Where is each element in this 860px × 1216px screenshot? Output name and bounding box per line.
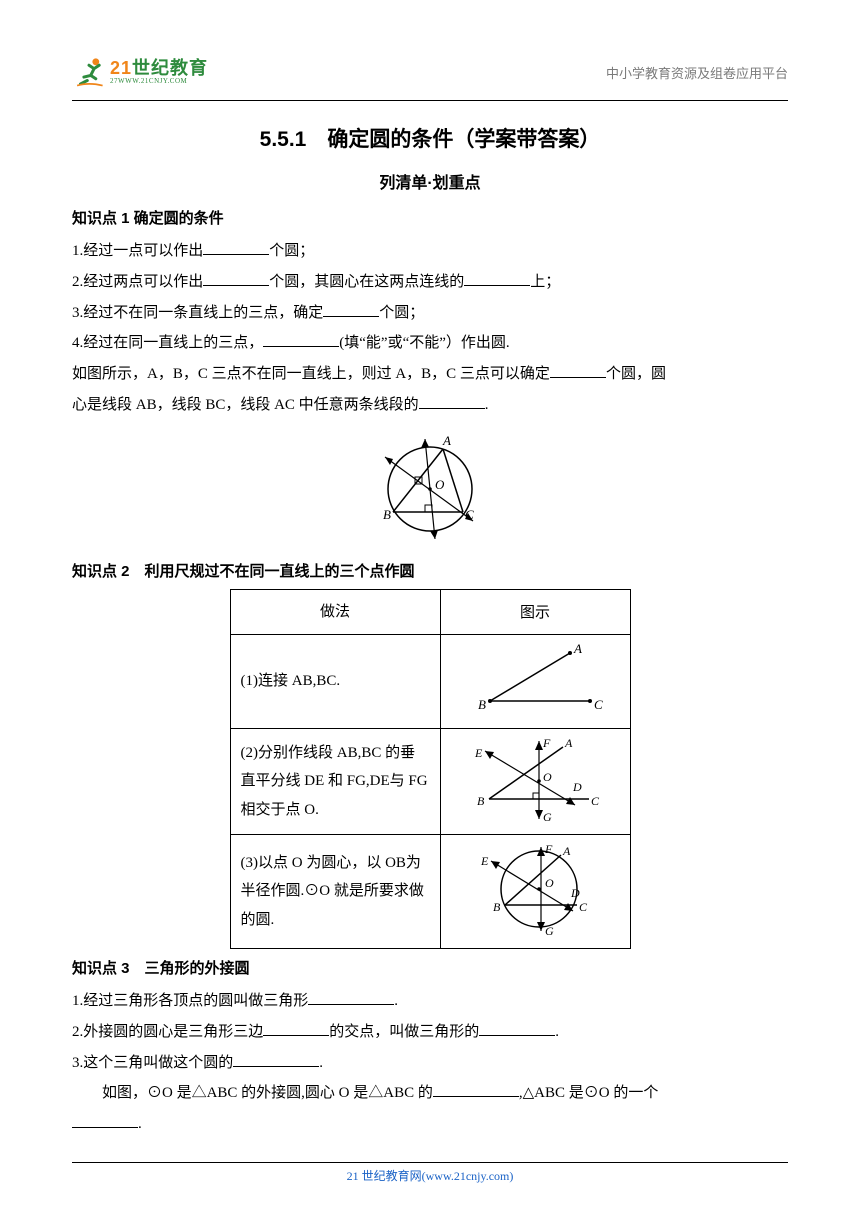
kp3-line4: 如图，⊙O 是△ABC 的外接圆,圆心 O 是△ABC 的 ,△ABC 是⊙O 的… xyxy=(72,1078,788,1109)
kp2-r2-fig: A B C E D F G O xyxy=(440,729,630,835)
blank xyxy=(419,394,485,409)
svg-text:A: A xyxy=(573,641,582,656)
blank xyxy=(72,1113,138,1128)
kp1-l4b: (填“能”或“不能”）作出圆. xyxy=(339,335,509,351)
header-divider xyxy=(72,100,788,101)
page-header: 21世纪教育 27WWW.21CNJY.COM 中小学教育资源及组卷应用平台 xyxy=(72,48,788,96)
kp3-l1a: 1.经过三角形各顶点的圆叫做三角形 xyxy=(72,993,308,1009)
kp1-l1a: 1.经过一点可以作出 xyxy=(72,243,203,259)
blank xyxy=(263,332,339,347)
svg-text:C: C xyxy=(579,900,588,914)
kp3-l2a: 2.外接圆的圆心是三角形三边 xyxy=(72,1024,263,1040)
blank xyxy=(464,271,530,286)
svg-text:O: O xyxy=(543,770,552,784)
kp2-r1-text: (1)连接 AB,BC. xyxy=(230,635,440,729)
blank xyxy=(203,271,269,286)
svg-text:D: D xyxy=(572,780,582,794)
logo-21: 21 xyxy=(110,58,132,78)
kp1-line3: 3.经过不在同一条直线上的三点，确定 个圆； xyxy=(72,298,788,329)
kp2-heading: 知识点 2 利用尺规过不在同一直线上的三个点作圆 xyxy=(72,560,788,581)
logo-main-text: 世纪教育 xyxy=(132,58,208,78)
blank xyxy=(479,1021,555,1036)
blank xyxy=(433,1082,519,1097)
document-subtitle: 列清单·划重点 xyxy=(72,169,788,193)
kp3-l3b: . xyxy=(319,1055,323,1071)
blank xyxy=(323,302,379,317)
svg-text:C: C xyxy=(591,794,600,808)
svg-text:E: E xyxy=(480,854,489,868)
kp1-l5b: 个圆，圆 xyxy=(606,366,666,382)
kp2-r2-text: (2)分别作线段 AB,BC 的垂直平分线 DE 和 FG,DE与 FG 相交于… xyxy=(230,729,440,835)
footer-text: 21 世纪教育网(www.21cnjy.com) xyxy=(72,1167,788,1184)
blank xyxy=(550,363,606,378)
svg-text:G: G xyxy=(543,810,552,824)
kp3-l2b: 的交点，叫做三角形的 xyxy=(329,1024,479,1040)
kp2-r3-text: (3)以点 O 为圆心，以 OB为半径作圆.⊙O 就是所要求做的圆. xyxy=(230,835,440,949)
kp1-l6b: . xyxy=(485,397,489,413)
kp1-heading: 知识点 1 确定圆的条件 xyxy=(72,207,788,228)
kp3-line3: 3.这个三角叫做这个圆的. xyxy=(72,1048,788,1079)
kp3-l5a: . xyxy=(138,1116,142,1132)
kp2-table: 做法 图示 (1)连接 AB,BC. A B C (2)分别作线段 AB,BC … xyxy=(230,589,631,950)
kp1-l6a: 心是线段 AB，线段 BC，线段 AC 中任意两条线段的 xyxy=(72,397,419,413)
site-logo: 21世纪教育 27WWW.21CNJY.COM xyxy=(72,55,208,89)
kp1-l3b: 个圆； xyxy=(379,305,424,321)
svg-text:A: A xyxy=(564,736,573,750)
footer-divider xyxy=(72,1162,788,1163)
svg-text:B: B xyxy=(493,900,501,914)
kp3-l2c: . xyxy=(555,1024,559,1040)
blank xyxy=(203,240,269,255)
kp2-th-fig: 图示 xyxy=(440,589,630,635)
header-right-text: 中小学教育资源及组卷应用平台 xyxy=(606,63,788,82)
kp2-r3-fig: A B C E D F G O xyxy=(440,835,630,949)
svg-text:E: E xyxy=(474,746,483,760)
kp3-heading: 知识点 3 三角形的外接圆 xyxy=(72,957,788,978)
kp3-line1: 1.经过三角形各顶点的圆叫做三角形. xyxy=(72,986,788,1017)
kp1-l2b: 个圆，其圆心在这两点连线的 xyxy=(269,274,464,290)
svg-text:B: B xyxy=(478,697,486,712)
kp3-l3a: 3.这个三角叫做这个圆的 xyxy=(72,1055,233,1071)
kp3-l4a: 如图，⊙O 是△ABC 的外接圆,圆心 O 是△ABC 的 xyxy=(72,1085,433,1101)
blank xyxy=(308,990,394,1005)
kp1-l4a: 4.经过在同一直线上的三点， xyxy=(72,335,263,351)
kp3-l4b: ,△ABC 是⊙O 的一个 xyxy=(519,1085,658,1101)
svg-text:O: O xyxy=(435,477,445,492)
svg-text:F: F xyxy=(542,736,551,750)
svg-text:B: B xyxy=(383,507,391,522)
svg-text:D: D xyxy=(570,886,580,900)
runner-icon xyxy=(72,55,106,89)
svg-text:A: A xyxy=(442,433,451,448)
svg-text:G: G xyxy=(545,924,554,938)
svg-text:C: C xyxy=(465,507,474,522)
kp3-line2: 2.外接圆的圆心是三角形三边 的交点，叫做三角形的. xyxy=(72,1017,788,1048)
svg-text:B: B xyxy=(477,794,485,808)
svg-text:A: A xyxy=(562,844,571,858)
kp2-th-method: 做法 xyxy=(230,589,440,635)
kp1-l3a: 3.经过不在同一条直线上的三点，确定 xyxy=(72,305,323,321)
kp1-line4: 4.经过在同一直线上的三点， (填“能”或“不能”）作出圆. xyxy=(72,328,788,359)
blank xyxy=(263,1021,329,1036)
kp1-line1: 1.经过一点可以作出 个圆； xyxy=(72,236,788,267)
logo-url: 27WWW.21CNJY.COM xyxy=(110,78,208,85)
svg-text:F: F xyxy=(544,842,553,856)
kp3-l1b: . xyxy=(394,993,398,1009)
kp1-l2c: 上； xyxy=(530,274,560,290)
kp1-l2a: 2.经过两点可以作出 xyxy=(72,274,203,290)
svg-text:C: C xyxy=(594,697,603,712)
kp3-line5: . xyxy=(72,1109,788,1140)
kp1-line5: 如图所示，A，B，C 三点不在同一直线上，则过 A，B，C 三点可以确定 个圆，圆 xyxy=(72,359,788,390)
blank xyxy=(233,1052,319,1067)
page-footer: 21 世纪教育网(www.21cnjy.com) xyxy=(72,1162,788,1184)
document-title: 5.5.1 确定圆的条件（学案带答案） xyxy=(72,123,788,153)
kp1-l5a: 如图所示，A，B，C 三点不在同一直线上，则过 A，B，C 三点可以确定 xyxy=(72,366,550,382)
kp1-line6: 心是线段 AB，线段 BC，线段 AC 中任意两条线段的. xyxy=(72,390,788,421)
kp2-r1-fig: A B C xyxy=(440,635,630,729)
kp1-figure: A B C O xyxy=(72,427,788,552)
svg-text:O: O xyxy=(545,876,554,890)
kp1-line2: 2.经过两点可以作出 个圆，其圆心在这两点连线的 上； xyxy=(72,267,788,298)
kp1-l1b: 个圆； xyxy=(269,243,314,259)
